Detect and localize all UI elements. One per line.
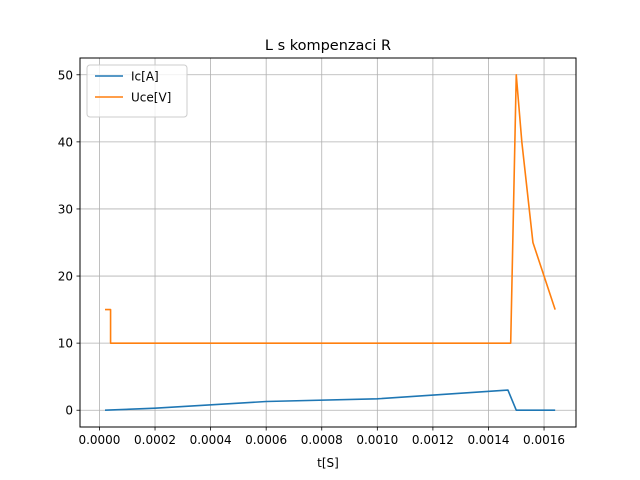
legend-label: Uce[V]: [131, 91, 171, 105]
y-tick-label: 10: [58, 337, 73, 351]
y-tick-label: 40: [58, 135, 73, 149]
legend-box: [86, 64, 188, 118]
y-tick-label: 50: [58, 68, 73, 82]
x-axis-label: t[S]: [317, 456, 339, 470]
x-tick-label: 0.0000: [78, 433, 120, 447]
legend: Ic[A] Uce[V]: [86, 64, 188, 118]
x-tick-label: 0.0002: [134, 433, 176, 447]
x-tick-label: 0.0014: [467, 433, 509, 447]
x-tick-label: 0.0010: [356, 433, 398, 447]
plot-lines: [104, 73, 556, 412]
x-tick-label: 0.0004: [190, 433, 232, 447]
x-tick-label: 0.0006: [245, 433, 287, 447]
y-tick-label: 30: [58, 202, 73, 216]
x-tick-label: 0.0012: [412, 433, 454, 447]
x-tick-label: 0.0016: [523, 433, 565, 447]
axes-frame: [79, 57, 577, 428]
chart-title: L s kompenzaci R: [265, 38, 391, 54]
series-line-1: [105, 73, 556, 344]
axis-ticks: 0.0000 0.0002 0.0004 0.0006 0.0008 0.0010 0.00…: [58, 68, 565, 447]
legend-label: Ic[A]: [131, 70, 159, 84]
y-tick-label: 20: [58, 270, 73, 284]
x-tick-label: 0.0008: [301, 433, 343, 447]
series-line-0: [104, 389, 556, 412]
y-tick-label: 0: [65, 404, 73, 418]
